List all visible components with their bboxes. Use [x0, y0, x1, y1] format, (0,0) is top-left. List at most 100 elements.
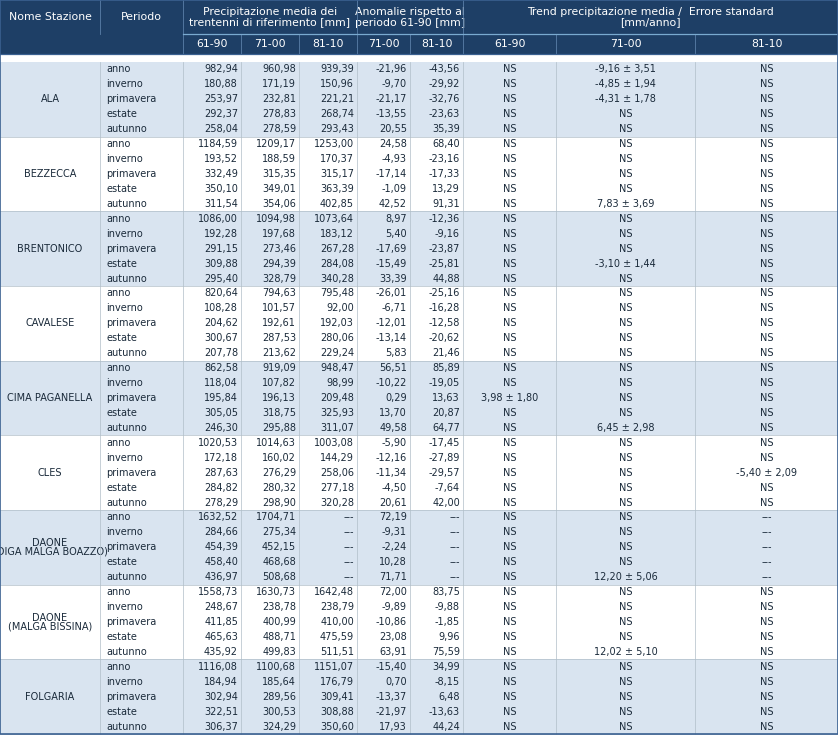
- Text: 13,29: 13,29: [432, 184, 460, 194]
- Text: anno: anno: [106, 289, 131, 298]
- Text: NS: NS: [760, 662, 773, 672]
- Text: -1,85: -1,85: [435, 617, 460, 627]
- Text: -27,89: -27,89: [428, 452, 460, 463]
- Text: anno: anno: [106, 662, 131, 672]
- Text: 267,28: 267,28: [320, 244, 354, 254]
- Text: 308,88: 308,88: [320, 706, 354, 717]
- Text: primavera: primavera: [106, 393, 156, 403]
- Text: anno: anno: [106, 512, 131, 523]
- Text: 21,46: 21,46: [432, 348, 460, 358]
- Text: Periodo: Periodo: [121, 13, 162, 22]
- Text: primavera: primavera: [106, 94, 156, 104]
- Text: 6,45 ± 2,98: 6,45 ± 2,98: [597, 423, 654, 433]
- Bar: [0, 361, 838, 435]
- Text: NS: NS: [760, 483, 773, 492]
- Text: NS: NS: [503, 139, 516, 149]
- Text: NS: NS: [760, 184, 773, 194]
- Text: 488,71: 488,71: [262, 632, 296, 642]
- Bar: [0, 62, 838, 137]
- Text: NS: NS: [618, 124, 632, 134]
- Text: 511,51: 511,51: [320, 647, 354, 657]
- Text: NS: NS: [503, 214, 516, 224]
- Text: NS: NS: [618, 542, 632, 552]
- Text: NS: NS: [618, 557, 632, 568]
- Text: NS: NS: [760, 229, 773, 239]
- Text: NS: NS: [618, 528, 632, 537]
- Text: NS: NS: [503, 512, 516, 523]
- Text: primavera: primavera: [106, 542, 156, 552]
- Text: 273,46: 273,46: [262, 244, 296, 254]
- Text: 1086,00: 1086,00: [198, 214, 238, 224]
- Text: inverno: inverno: [106, 378, 142, 388]
- Text: primavera: primavera: [106, 244, 156, 254]
- Text: 315,35: 315,35: [262, 169, 296, 179]
- Text: primavera: primavera: [106, 692, 156, 702]
- Text: 72,19: 72,19: [379, 512, 407, 523]
- Text: inverno: inverno: [106, 452, 142, 463]
- Text: NS: NS: [618, 662, 632, 672]
- Text: -13,37: -13,37: [375, 692, 407, 702]
- Text: NS: NS: [760, 169, 773, 179]
- Text: 8,97: 8,97: [385, 214, 407, 224]
- Text: NS: NS: [503, 483, 516, 492]
- Text: estate: estate: [106, 109, 137, 120]
- Text: 196,13: 196,13: [262, 393, 296, 403]
- Text: 306,37: 306,37: [204, 722, 238, 731]
- Text: NS: NS: [618, 722, 632, 731]
- Text: 300,53: 300,53: [262, 706, 296, 717]
- Text: 91,31: 91,31: [432, 199, 460, 209]
- Text: 411,85: 411,85: [204, 617, 238, 627]
- Bar: [0, 137, 838, 211]
- Text: NS: NS: [618, 348, 632, 358]
- Text: anno: anno: [106, 64, 131, 75]
- Text: -4,31 ± 1,78: -4,31 ± 1,78: [595, 94, 656, 104]
- Text: 63,91: 63,91: [380, 647, 407, 657]
- Text: NS: NS: [503, 602, 516, 612]
- Text: ---: ---: [761, 528, 772, 537]
- Text: 3,98 ± 1,80: 3,98 ± 1,80: [481, 393, 538, 403]
- Text: estate: estate: [106, 483, 137, 492]
- Text: 171,19: 171,19: [262, 80, 296, 89]
- Text: -23,16: -23,16: [429, 154, 460, 164]
- Text: anno: anno: [106, 139, 131, 149]
- Text: NS: NS: [503, 706, 516, 717]
- Text: NS: NS: [760, 289, 773, 298]
- Text: 277,18: 277,18: [320, 483, 354, 492]
- Text: 795,48: 795,48: [320, 289, 354, 298]
- Text: NS: NS: [503, 124, 516, 134]
- Text: -2,24: -2,24: [382, 542, 407, 552]
- Text: NS: NS: [760, 438, 773, 448]
- Text: 287,63: 287,63: [204, 468, 238, 477]
- Text: 293,43: 293,43: [320, 124, 354, 134]
- Text: -4,50: -4,50: [382, 483, 407, 492]
- Text: NS: NS: [503, 557, 516, 568]
- Text: -29,57: -29,57: [428, 468, 460, 477]
- Text: 108,28: 108,28: [204, 303, 238, 314]
- Text: autunno: autunno: [106, 722, 147, 731]
- Text: -23,87: -23,87: [428, 244, 460, 254]
- Text: 350,10: 350,10: [204, 184, 238, 194]
- Text: NS: NS: [618, 438, 632, 448]
- Text: 193,52: 193,52: [204, 154, 238, 164]
- Text: NS: NS: [503, 274, 516, 283]
- Text: 363,39: 363,39: [320, 184, 354, 194]
- Text: NS: NS: [618, 109, 632, 120]
- Text: autunno: autunno: [106, 497, 147, 508]
- Text: 42,52: 42,52: [379, 199, 407, 209]
- Text: anno: anno: [106, 587, 131, 597]
- Text: estate: estate: [106, 408, 137, 418]
- Text: 328,79: 328,79: [262, 274, 296, 283]
- Text: 1073,64: 1073,64: [314, 214, 354, 224]
- Text: NS: NS: [503, 289, 516, 298]
- Text: 435,92: 435,92: [204, 647, 238, 657]
- Text: -10,86: -10,86: [376, 617, 407, 627]
- Text: 20,61: 20,61: [380, 497, 407, 508]
- Text: inverno: inverno: [106, 229, 142, 239]
- Text: NS: NS: [503, 363, 516, 373]
- Text: NS: NS: [618, 408, 632, 418]
- Text: 324,29: 324,29: [262, 722, 296, 731]
- Text: 300,67: 300,67: [204, 334, 238, 343]
- Text: NS: NS: [760, 109, 773, 120]
- Text: CAVALESE: CAVALESE: [25, 318, 75, 328]
- Text: -9,70: -9,70: [382, 80, 407, 89]
